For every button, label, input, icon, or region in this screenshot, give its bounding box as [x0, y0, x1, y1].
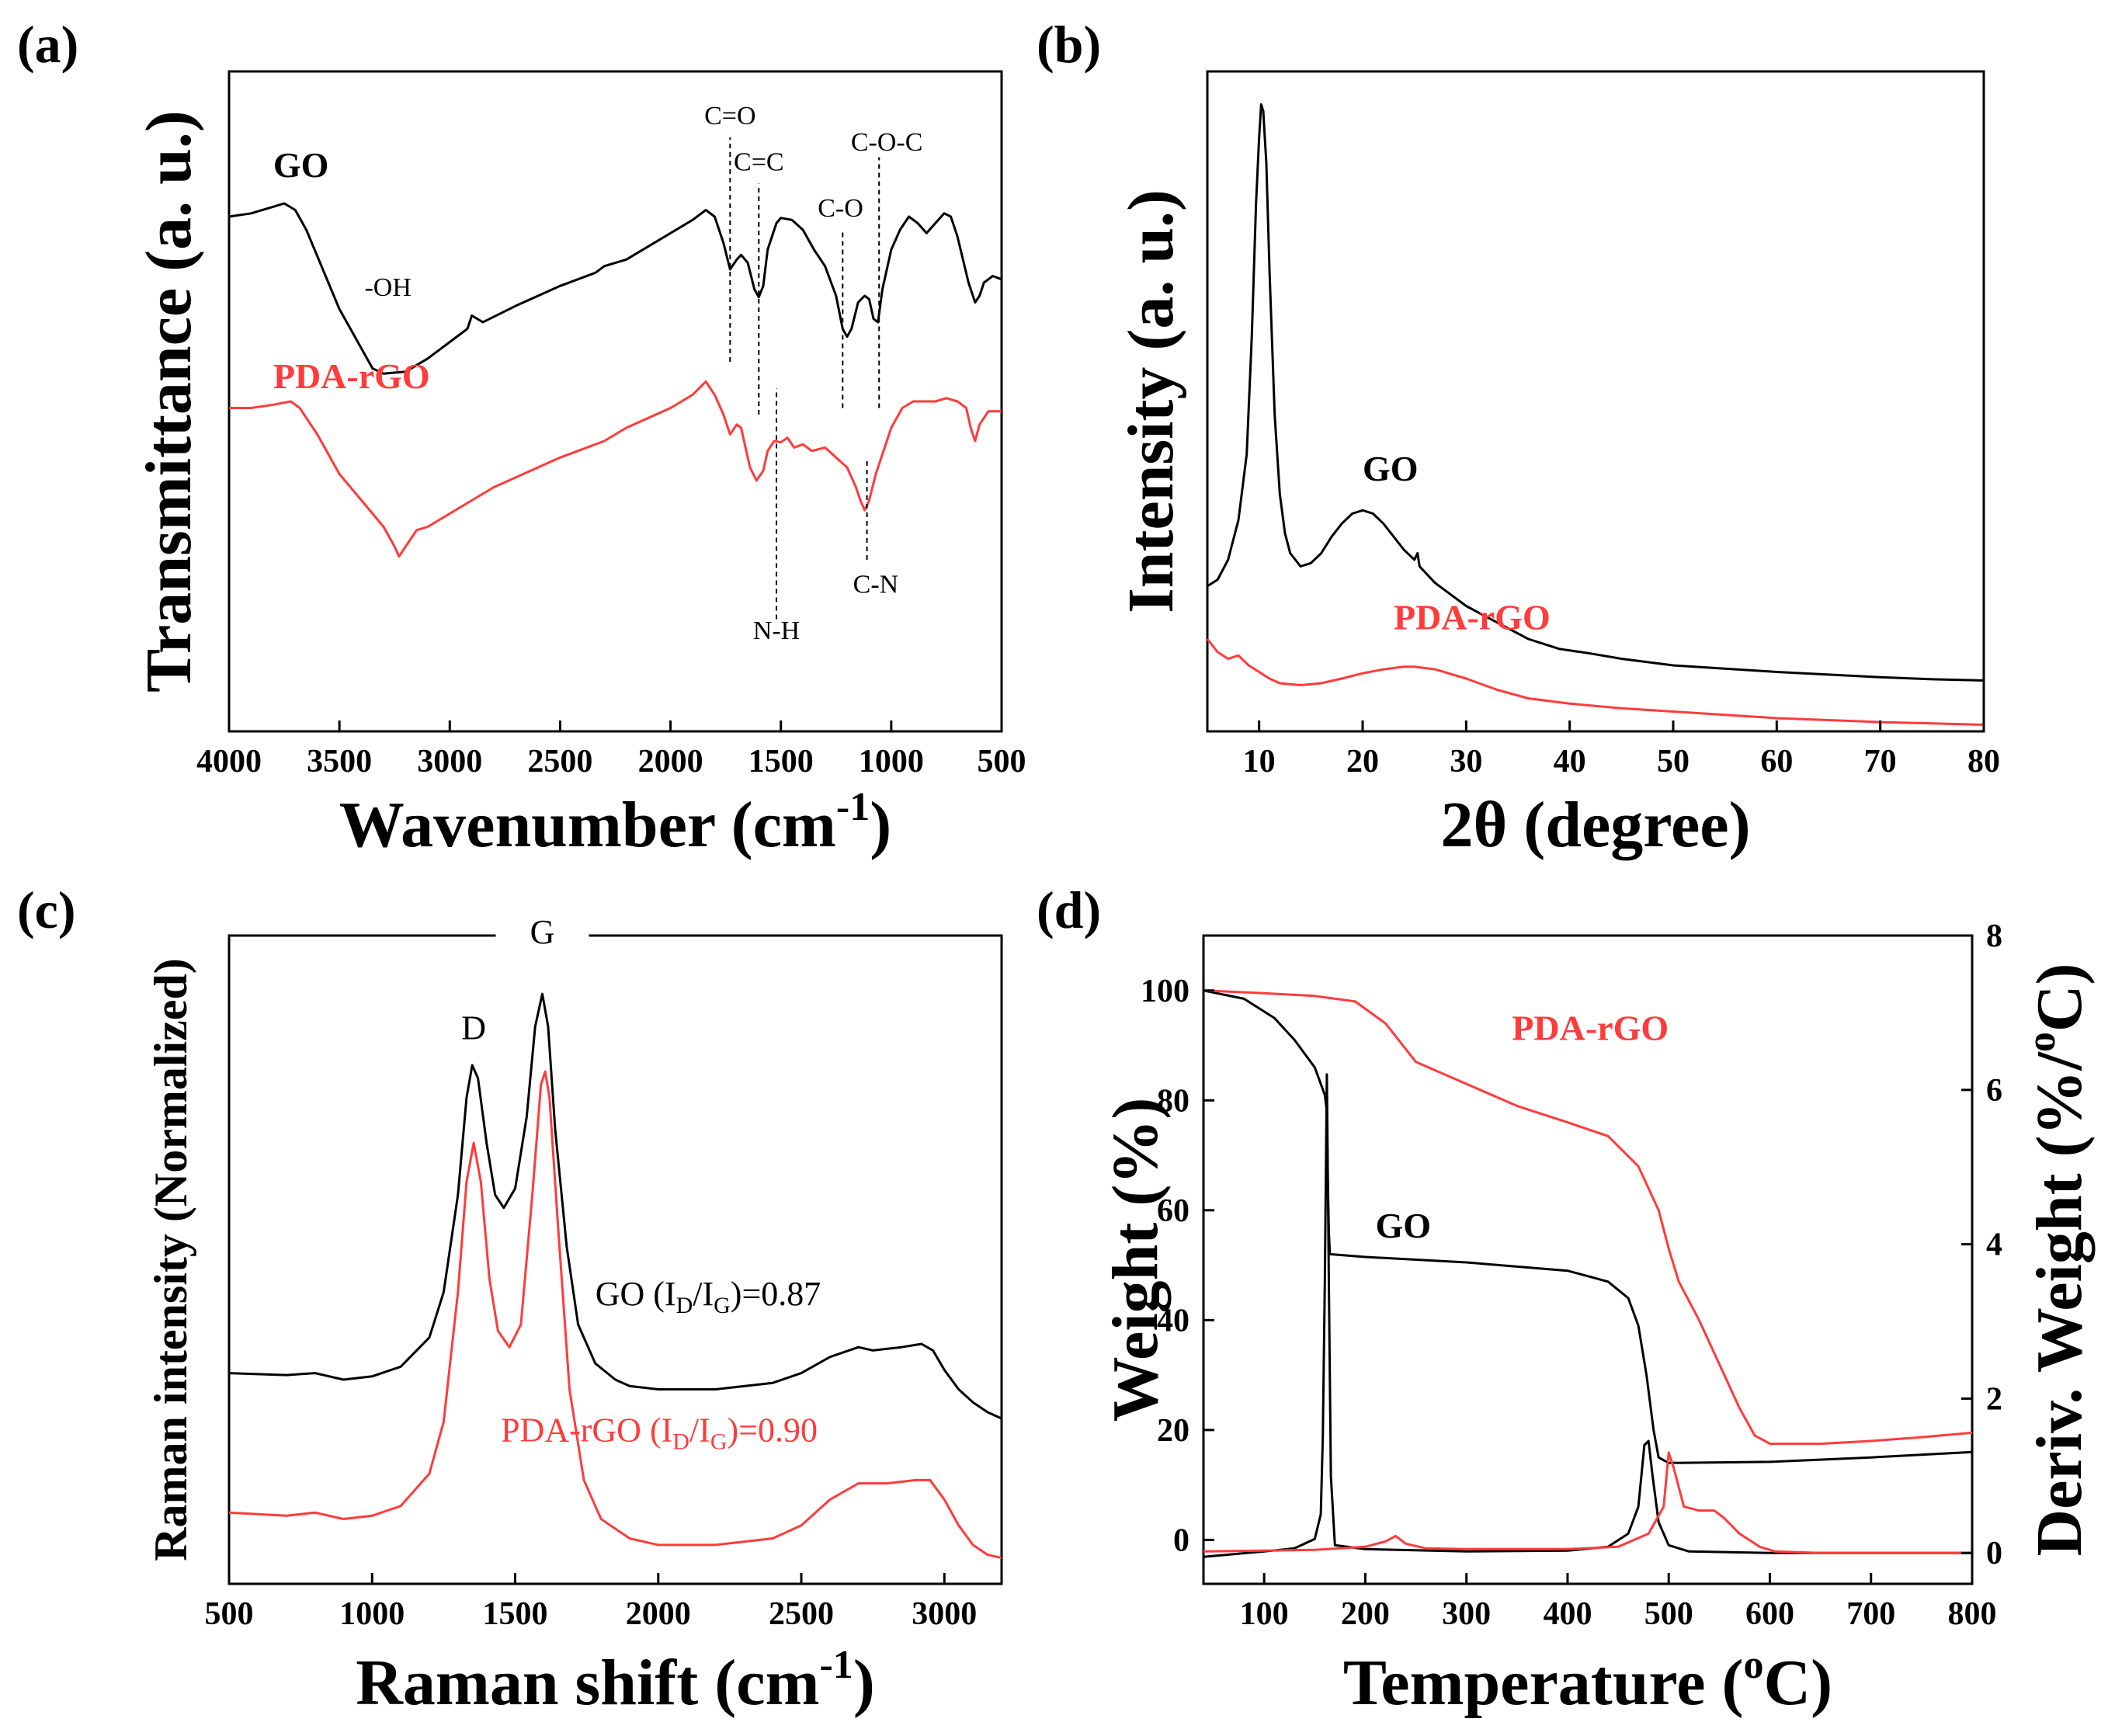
x-tick-label-d: 500 [1644, 1596, 1693, 1632]
x-tick-label-a: 4000 [196, 744, 262, 779]
x-tick-label-a: 1000 [859, 744, 924, 779]
annotation-a--oh: -OH [364, 273, 411, 302]
panel-label-c: (c) [17, 880, 75, 939]
x-tick-label-c: 2000 [626, 1596, 691, 1632]
y-right-tick-label-d: 4 [1986, 1227, 2002, 1263]
x-tick-label-b: 60 [1760, 744, 1793, 779]
x-tick-label-b: 40 [1554, 744, 1586, 779]
y-right-tick-label-d: 6 [1986, 1073, 2002, 1109]
annotation-c-d: D [461, 1009, 486, 1047]
x-tick-label-c: 1000 [339, 1596, 405, 1632]
annotation-a-n-h: N-H [753, 616, 800, 645]
y-tick-label-d: 20 [1157, 1413, 1189, 1449]
x-tick-label-c: 500 [205, 1596, 254, 1632]
panel-label-a: (a) [17, 15, 78, 74]
panel-d: (d) 100 200 300 400 500 600 700 800 0 20 40 60 80 100 0… [1037, 880, 2096, 1719]
x-tick-label-b: 10 [1243, 744, 1276, 779]
y-axis-title-a: Transmittance (a. u.) [133, 110, 205, 693]
annotation-b-pda-rgo: PDA-rGO [1394, 597, 1551, 637]
plot-frame-c [227, 934, 1003, 1585]
y-right-tick-label-d: 0 [1986, 1536, 2002, 1571]
series-a-go [228, 202, 1002, 375]
x-tick-label-c: 1500 [483, 1596, 548, 1632]
annotation-a-pda-rgo: PDA-rGO [273, 356, 430, 396]
x-tick-label-d: 100 [1240, 1596, 1289, 1632]
series-d-go-weight [1203, 989, 1973, 1464]
ratio-label-0: GO (ID/IG)=0.87 [596, 1275, 821, 1318]
x-axis-title-d: Temperature (oC) [1343, 1643, 1832, 1719]
x-tick-label-b: 30 [1450, 744, 1482, 779]
panel-label-d: (d) [1037, 880, 1101, 939]
annotation-a-c-o: C-O [818, 194, 863, 223]
plot-frame-a [227, 70, 1003, 733]
y-right-axis-title-d: Deriv. Weight (%/oC) [2019, 963, 2096, 1556]
x-tick-label-d: 700 [1846, 1596, 1895, 1632]
series-d-pda-rgo-deriv [1203, 1451, 1972, 1554]
x-tick-label-a: 3500 [307, 744, 372, 779]
y-tick-label-d: 60 [1157, 1193, 1189, 1229]
x-axis-title-b: 2θ (degree) [1440, 789, 1750, 861]
annotation-a-c-o-c: C-O-C [851, 128, 923, 157]
panel-label-b: (b) [1037, 15, 1101, 74]
y-tick-label-d: 100 [1141, 974, 1189, 1009]
series-a-pda-rgo [229, 380, 1002, 558]
peak-label-g: G [530, 913, 555, 951]
plot-frame-d [1202, 934, 1974, 1585]
annotation-a-c-n: C-N [853, 571, 899, 599]
y-tick-label-d: 40 [1157, 1303, 1189, 1338]
annotation-a-c-o: C=O [704, 102, 755, 130]
panel-b: (b) 10 20 30 40 50 60 70 80 2θ (degree) Intensity … [1037, 15, 2000, 861]
x-tick-label-a: 1500 [748, 744, 814, 779]
panel-c: (c) 500 1000 1500 2000 2500 3000 Raman shift (c… [17, 880, 1003, 1719]
y-right-tick-label-d: 8 [1986, 918, 2002, 954]
series-d-go-deriv [1203, 1073, 1972, 1558]
y-axis-title-d: Weight (%) [1099, 1098, 1172, 1422]
x-tick-label-a: 2500 [527, 744, 592, 779]
x-tick-label-b: 80 [1967, 744, 2000, 779]
x-tick-label-a: 2000 [638, 744, 703, 779]
x-tick-label-b: 20 [1346, 744, 1379, 779]
panel-a: (a) 4000 3500 3000 2500 2000 1500 1000 500 Wavenu… [17, 15, 1026, 861]
annotation-a-go: GO [273, 145, 329, 185]
series-b-pda-rgo [1206, 638, 1985, 726]
x-axis-title-a: Wavenumber (cm-1) [339, 785, 891, 861]
y-axis-title-b: Intensity (a. u.) [1115, 189, 1187, 613]
x-tick-label-d: 200 [1341, 1596, 1390, 1632]
annotation-d-pda-rgo: PDA-rGO [1512, 1008, 1669, 1047]
x-tick-label-d: 400 [1543, 1596, 1592, 1632]
y-right-tick-label-d: 2 [1986, 1381, 2002, 1417]
series-c-pda-rgo [228, 1070, 1002, 1560]
x-tick-label-a: 3000 [417, 744, 482, 779]
top-label-gap [495, 931, 589, 940]
ratio-label-1: PDA-rGO (ID/IG)=0.90 [501, 1411, 818, 1454]
series-b-go [1207, 103, 1985, 682]
x-tick-label-b: 50 [1657, 744, 1690, 779]
y-tick-label-d: 80 [1157, 1083, 1189, 1119]
x-tick-label-d: 800 [1948, 1596, 1997, 1632]
series-d-pda-rgo-weight [1203, 989, 1973, 1446]
x-tick-label-c: 3000 [912, 1596, 977, 1632]
plot-frame-b [1206, 70, 1985, 733]
y-tick-label-d: 0 [1173, 1522, 1189, 1558]
x-tick-label-c: 2500 [769, 1596, 834, 1632]
x-axis-title-c: Raman shift (cm-1) [356, 1643, 875, 1719]
x-tick-label-d: 600 [1745, 1596, 1794, 1632]
annotation-d-go: GO [1375, 1206, 1431, 1245]
annotation-b-go: GO [1363, 449, 1419, 488]
series-c-go [228, 992, 1002, 1420]
x-tick-label-b: 70 [1864, 744, 1897, 779]
x-tick-label-a: 500 [978, 744, 1026, 779]
x-tick-label-d: 300 [1442, 1596, 1491, 1632]
y-axis-title-c: Raman intensity (Normalized) [145, 958, 196, 1561]
annotation-a-c-c: C=C [734, 148, 784, 177]
